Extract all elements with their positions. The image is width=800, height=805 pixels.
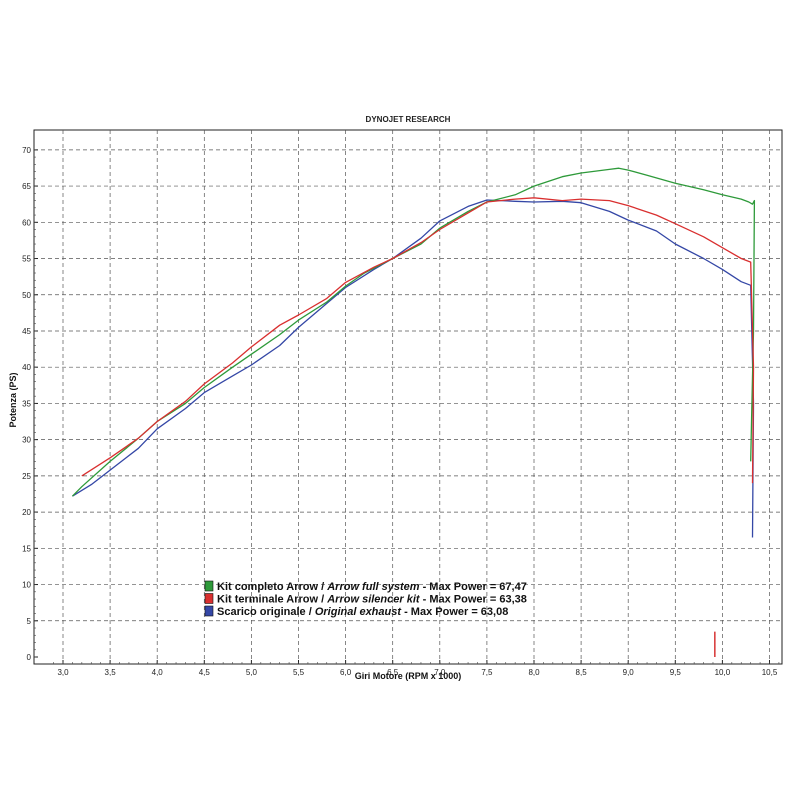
legend-text-part: Arrow full system (326, 581, 420, 593)
y-tick-label: 30 (22, 436, 31, 445)
x-tick-label: 4,5 (199, 668, 211, 677)
x-tick-label: 3,5 (105, 668, 117, 677)
x-tick-label: 9,0 (623, 668, 635, 677)
legend: Kit completo Arrow / Arrow full system -… (204, 580, 527, 618)
y-axis-ticks: 0 5 10 15 20 25 30 35 40 45 50 55 60 65 70 (22, 146, 38, 662)
y-tick-label: 45 (22, 327, 31, 336)
x-tick-label: 6,5 (387, 668, 399, 677)
x-tick-label: 5,5 (293, 668, 305, 677)
y-tick-label: 50 (22, 291, 31, 300)
legend-text-part: Scarico originale / (217, 606, 315, 618)
y-tick-label: 0 (27, 653, 32, 662)
x-tick-label: 5,0 (246, 668, 258, 677)
y-tick-label: 60 (22, 218, 31, 227)
y-tick-label: 25 (22, 472, 31, 481)
y-tick-label: 65 (22, 182, 31, 191)
legend-swatch (204, 593, 214, 604)
y-axis-label: Potenza (PS) (8, 372, 18, 427)
x-tick-label: 6,0 (340, 668, 352, 677)
series-layer (71, 167, 756, 538)
legend-text-part: Kit completo Arrow / (217, 581, 327, 593)
legend-text-part: Arrow silencer kit (326, 594, 421, 606)
x-tick-label: 4,0 (152, 668, 164, 677)
legend-swatch (204, 580, 214, 592)
y-tick-label: 15 (22, 544, 31, 553)
plot-area (33, 129, 783, 665)
x-tick-label: 9,5 (670, 668, 682, 677)
legend-entry: Kit completo Arrow / Arrow full system -… (217, 581, 527, 593)
series-line-2 (81, 197, 755, 484)
legend-text-part: - Max Power = 67,47 (420, 581, 527, 593)
x-tick-label: 8,5 (576, 668, 588, 677)
chart-title: DYNOJET RESEARCH (366, 115, 451, 124)
legend-text-part: Kit terminale Arrow / (217, 594, 327, 606)
legend-text-part: Original exhaust (315, 606, 403, 618)
legend-entry: Scarico originale / Original exhaust - M… (217, 606, 508, 618)
y-tick-label: 70 (22, 146, 31, 155)
y-tick-label: 5 (27, 617, 32, 626)
y-tick-label: 10 (22, 581, 31, 590)
x-tick-label: 8,0 (528, 668, 540, 677)
x-tick-label: 3,0 (57, 668, 69, 677)
x-axis-label: Giri Motore (RPM x 1000) (355, 671, 462, 681)
x-tick-label: 10,5 (762, 668, 778, 677)
legend-entry: Kit terminale Arrow / Arrow silencer kit… (217, 594, 527, 606)
y-tick-label: 55 (22, 255, 31, 264)
y-tick-label: 20 (22, 508, 31, 517)
series-line-3 (72, 199, 755, 538)
y-tick-label: 35 (22, 399, 31, 408)
legend-text-part: - Max Power = 63,38 (420, 594, 527, 606)
y-tick-label: 40 (22, 363, 31, 372)
legend-swatch (204, 605, 214, 617)
x-tick-label: 7,5 (481, 668, 493, 677)
grid-layer (34, 130, 782, 664)
x-axis-ticks: 3,0 3,5 4,0 4,5 5,0 5,5 6,0 6,5 7,0 7,5 8,0 8,5 9,0 9… (53, 660, 780, 677)
x-tick-label: 7,0 (434, 668, 446, 677)
x-tick-label: 10,0 (715, 668, 731, 677)
legend-text-part: - Max Power = 63,08 (401, 606, 508, 618)
